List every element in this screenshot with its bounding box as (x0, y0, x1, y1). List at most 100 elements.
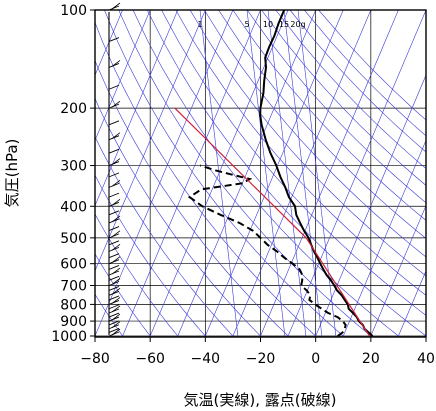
wind-barb-flag (111, 180, 121, 187)
mixing-ratio-line (246, 10, 286, 337)
wind-barb (108, 240, 120, 246)
wind-barb (108, 275, 120, 281)
wind-barb (108, 210, 120, 216)
y-tick-label: 900 (60, 314, 87, 330)
dry-adiabat (289, 10, 426, 153)
mixing-ratio-lines (199, 10, 337, 337)
y-tick-label: 600 (60, 257, 87, 273)
wind-barb (108, 103, 120, 109)
dry-adiabat (204, 10, 426, 258)
skewed-isotherm (95, 10, 234, 337)
skewed-isotherm (259, 10, 399, 337)
x-axis-label: 気温(実線), 露点(破線) (184, 391, 337, 409)
y-tick-label: 1000 (51, 329, 87, 345)
wind-barb-flag (111, 198, 121, 206)
skewed-isotherm (232, 10, 372, 337)
dry-adiabat (104, 10, 345, 337)
dry-adiabat (232, 10, 426, 221)
skewed-isotherm (204, 10, 344, 337)
temperature-line (259, 10, 374, 337)
dry-adiabat (189, 10, 426, 277)
mixing-ratio-label: 1 (197, 20, 202, 29)
skewed-isotherm (287, 10, 426, 337)
y-tick-label: 500 (60, 231, 87, 247)
skewed-isotherm (121, 10, 261, 337)
skewed-isotherm (95, 10, 151, 142)
dry-adiabat (161, 10, 426, 316)
mixing-ratio-label: 15 (279, 20, 289, 29)
wind-barb-flag (111, 305, 121, 313)
mixing-ratio-line (283, 10, 323, 337)
mixing-ratio-labels: 1 5 10 15 20g (197, 20, 305, 29)
wind-barb (108, 62, 120, 68)
y-tick-label: 700 (60, 279, 87, 295)
dry-adiabat (246, 10, 426, 204)
x-tick-label: −40 (191, 351, 221, 367)
profile-series (174, 10, 374, 337)
wind-barb-flag (111, 2, 121, 10)
wind-barb (108, 320, 120, 326)
wind-barb (108, 265, 120, 270)
dewpoint-line (187, 164, 347, 337)
y-tick-label: 200 (60, 101, 87, 117)
dry-adiabat (95, 174, 207, 337)
skewed-isotherm (342, 139, 426, 337)
y-tick-label: 100 (60, 3, 87, 19)
skewed-isotherm (397, 270, 426, 337)
wind-barb-flag (111, 287, 121, 295)
wind-barb (108, 253, 120, 259)
dry-adiabat (95, 253, 152, 337)
wind-barb-flag (111, 100, 121, 108)
wind-barb-flag (111, 328, 121, 336)
dry-adiabat (275, 10, 426, 169)
x-tick-label: −80 (80, 351, 110, 367)
isotherm-grid (95, 10, 426, 337)
skewed-isotherm (95, 10, 123, 76)
x-tick-label: 0 (311, 351, 320, 367)
mixing-ratio-line (297, 10, 337, 337)
skewed-isotherm (370, 204, 426, 337)
wind-barb-flag (111, 321, 121, 329)
wind-barb-flag (111, 158, 121, 165)
wind-barb (108, 172, 120, 178)
skewed-isotherm (95, 10, 206, 272)
wind-barb (108, 148, 120, 154)
wind-barb-flag (111, 132, 121, 140)
wind-barb-flag (111, 60, 121, 67)
wind-barb-flag (111, 297, 121, 304)
wind-barb-flag (111, 244, 121, 251)
wind-barb-flag (111, 313, 121, 321)
y-tick-label: 400 (60, 199, 87, 215)
skewed-isotherm (177, 10, 316, 337)
x-tick-label: −20 (246, 351, 276, 367)
dry-adiabat (95, 97, 262, 337)
dry-adiabat (95, 59, 290, 337)
wind-barb (108, 286, 120, 291)
dry-adiabat (95, 136, 235, 337)
wind-barb (108, 37, 120, 43)
wind-barb (108, 304, 120, 310)
wind-barb-flag (111, 215, 121, 223)
adiabat-lines (95, 10, 426, 337)
wind-barb (108, 226, 120, 232)
wind-barb (108, 84, 120, 90)
wind-barb-flag (111, 267, 121, 275)
x-tick-label: −60 (135, 351, 165, 367)
wind-barb (108, 120, 120, 126)
wind-barbs (108, 2, 121, 337)
wind-barb (108, 295, 120, 301)
y-tick-label: 800 (60, 297, 87, 313)
dry-adiabat (218, 10, 426, 239)
mixing-ratio-label: 10 (263, 20, 273, 29)
mixing-ratio-label: 20g (290, 20, 305, 29)
parcel-path-line (174, 107, 371, 337)
dry-adiabat (95, 213, 179, 337)
wind-barb-flag (111, 278, 121, 285)
wind-barb-flag (111, 230, 121, 238)
wind-barb (108, 312, 120, 318)
wind-barb-flag (111, 256, 121, 263)
wind-barb (108, 192, 120, 198)
dry-adiabat (261, 10, 426, 186)
